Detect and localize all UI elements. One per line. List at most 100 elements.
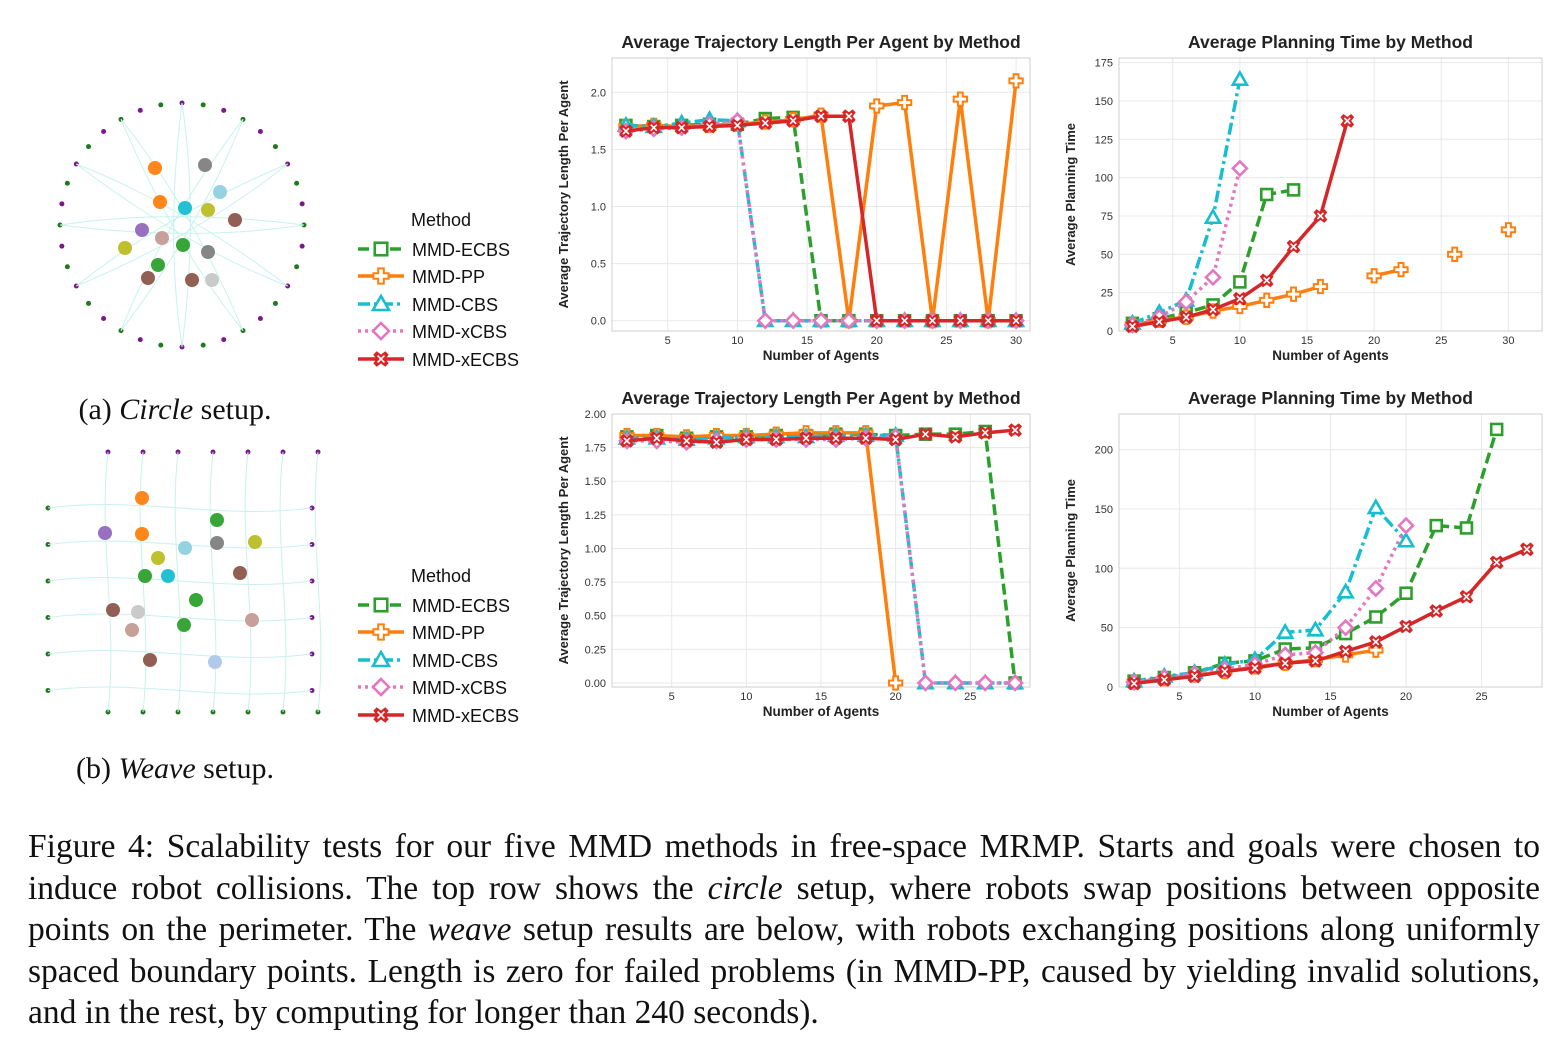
y-tick-label: 1.25 — [585, 510, 606, 522]
series-line — [1133, 506, 1408, 683]
legend-label: MMD-xECBS — [412, 349, 519, 370]
series-mmd-xecbs — [619, 109, 1023, 328]
y-tick-label: 50 — [1101, 623, 1113, 635]
boundary-point — [299, 243, 305, 249]
boundary-point — [257, 129, 263, 135]
robot-marker — [135, 223, 149, 237]
series-mmd-cbs — [1124, 498, 1416, 688]
legend-item-mmd-xcbs: MMD-xCBS — [356, 676, 546, 702]
y-tick-label: 125 — [1095, 134, 1113, 146]
chart-bottom-left: Average Trajectory Length Per Agent by M… — [548, 384, 1038, 734]
robot-marker — [176, 238, 190, 252]
caption-suffix: setup. — [195, 752, 274, 785]
planning-time-chart-weave: Average Planning Time by Method 5 10 15 20 25… — [1063, 388, 1543, 719]
series-mmd-cbs — [616, 110, 1026, 328]
series-mmd-xecbs — [1127, 542, 1534, 691]
data-point — [869, 98, 885, 114]
robot-path — [76, 163, 288, 287]
x-tick-label: 10 — [740, 691, 752, 703]
caption-setup-name: Circle — [119, 393, 194, 426]
legend-label: MMD-ECBS — [412, 596, 510, 616]
x-tick-label: 15 — [801, 335, 813, 347]
robot-path — [181, 102, 191, 348]
y-tick-label: 50 — [1101, 249, 1113, 261]
series-line — [1131, 79, 1242, 325]
y-tick-label: 200 — [1095, 445, 1113, 457]
robot-path — [47, 504, 313, 512]
circle-setup-panel: (a) Circle setup. — [20, 90, 330, 430]
plot-frame — [611, 57, 1031, 332]
y-tick-label: 1.50 — [585, 476, 606, 488]
robot-marker — [208, 655, 222, 669]
robot-marker — [151, 551, 165, 565]
x-tick-label: 20 — [1368, 335, 1380, 347]
data-point — [1366, 579, 1385, 598]
series-line — [626, 431, 898, 684]
robot-marker — [138, 569, 152, 583]
x-tick-label: 20 — [1400, 691, 1412, 703]
y-tick-label: 100 — [1095, 173, 1113, 185]
series-mmd-xecbs — [620, 423, 1022, 450]
legend-label: MMD-ECBS — [412, 240, 510, 260]
robot-marker — [201, 245, 215, 259]
data-point — [1008, 73, 1024, 89]
x-axis-label: Number of Agents — [1272, 704, 1389, 719]
planning-time-chart-circle: Average Planning Time by Method 5 10 15 20 25… — [1063, 32, 1543, 363]
robot-path — [59, 216, 305, 226]
legend-item-mmd-ecbs: MMD-ECBS — [356, 594, 546, 620]
robot-marker — [135, 491, 149, 505]
boundary-point — [64, 264, 70, 270]
caption-suffix: setup. — [193, 393, 272, 426]
y-tick-label: 0.50 — [585, 611, 606, 623]
data-point — [1230, 69, 1250, 87]
robot-marker — [233, 566, 247, 580]
data-point — [976, 674, 995, 692]
data-point — [1393, 262, 1409, 278]
robot-marker — [245, 613, 259, 627]
x-tick-label: 25 — [1475, 691, 1487, 703]
x-axis-label: Number of Agents — [763, 704, 880, 719]
y-tick-label: 0.0 — [591, 316, 606, 328]
x-tick-label: 5 — [1170, 335, 1176, 347]
x-tick-label: 15 — [815, 691, 827, 703]
robot-path — [120, 119, 244, 331]
boundary-point — [294, 264, 300, 270]
robot-path — [173, 102, 183, 348]
data-point — [1231, 159, 1249, 178]
legend-title: Method — [411, 566, 472, 586]
plus-marker-icon — [372, 267, 390, 285]
data-point — [1397, 516, 1415, 535]
robot-path — [76, 163, 288, 287]
legend-title: Method — [411, 210, 472, 230]
data-point — [784, 311, 802, 330]
boundary-point — [137, 337, 143, 343]
data-point — [1233, 275, 1247, 289]
y-axis-label: Average Planning Time — [1063, 123, 1078, 266]
series-mmd-xecbs — [1125, 114, 1355, 334]
y-tick-label: 0.25 — [585, 644, 606, 656]
caption-setup-name: Weave — [118, 752, 196, 785]
robot-marker — [143, 653, 157, 667]
y-tick-label: 0 — [1107, 326, 1113, 338]
series-mmd-pp — [618, 73, 1024, 329]
robot-marker — [210, 536, 224, 550]
legend-label: MMD-xECBS — [412, 705, 519, 726]
robot-path — [47, 650, 313, 658]
chart-title: Average Planning Time by Method — [1188, 32, 1473, 52]
data-point — [1336, 582, 1355, 599]
x-axis-label: Number of Agents — [763, 348, 880, 363]
data-point — [1259, 292, 1275, 308]
legend-item-mmd-cbs: MMD-CBS — [356, 649, 546, 675]
legend-item-mmd-cbs: MMD-CBS — [356, 293, 546, 319]
y-tick-label: 2.00 — [585, 409, 606, 421]
robot-marker — [106, 603, 120, 617]
series-line — [1133, 524, 1408, 684]
x-tick-label: 15 — [1301, 335, 1313, 347]
y-tick-label: 150 — [1095, 96, 1113, 108]
boundary-point — [137, 107, 143, 113]
legend-label: MMD-CBS — [412, 650, 498, 671]
boundary-point — [200, 102, 206, 108]
y-tick-label: 2.0 — [591, 87, 606, 99]
robot-marker — [151, 258, 165, 272]
y-tick-label: 1.5 — [591, 144, 606, 156]
